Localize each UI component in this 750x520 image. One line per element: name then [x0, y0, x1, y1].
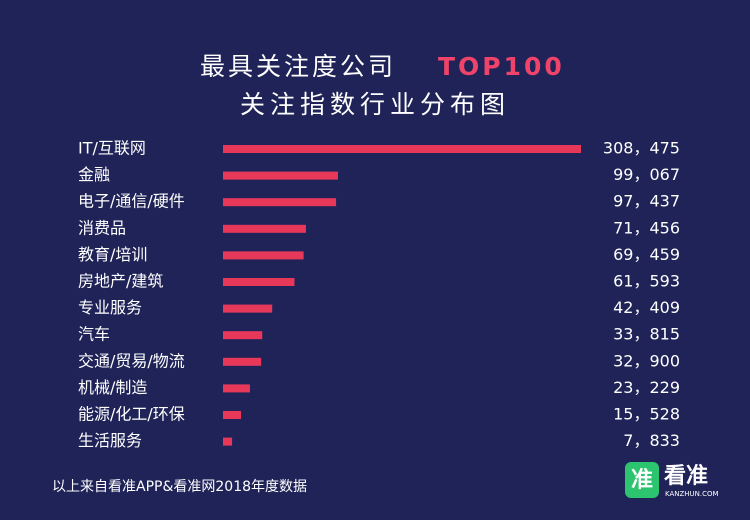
bar: [223, 437, 233, 446]
value-label: 33，815: [613, 325, 680, 344]
category-label: 交通/贸易/物流: [78, 351, 185, 370]
chart-subtitle: 关注指数行业分布图: [240, 90, 510, 119]
value-label: 97，437: [613, 192, 680, 211]
category-label: 金融: [78, 165, 110, 184]
bar: [223, 331, 263, 340]
category-label: 教育/培训: [78, 245, 147, 264]
category-label: 消费品: [78, 218, 126, 237]
logo-name: 看准: [664, 464, 708, 489]
logo-site: KANZHUN.COM: [665, 490, 719, 498]
bar: [223, 251, 304, 260]
category-label: 电子/通信/硬件: [78, 192, 185, 211]
value-label: 32，900: [613, 351, 680, 370]
category-label: IT/互联网: [78, 139, 146, 158]
category-label: 专业服务: [78, 298, 142, 317]
value-label: 15，528: [613, 405, 680, 424]
bar: [223, 198, 337, 207]
bar: [223, 145, 581, 153]
value-label: 61，593: [613, 272, 680, 291]
bar: [223, 278, 295, 286]
category-label: 能源/化工/环保: [78, 405, 185, 424]
category-label: 生活服务: [78, 431, 142, 450]
value-label: 42，409: [613, 298, 680, 317]
value-label: 308，475: [603, 139, 680, 158]
source-note: 以上来自看准APP&看准网2018年度数据: [52, 479, 307, 495]
value-label: 23，229: [613, 378, 680, 397]
bar: [223, 357, 262, 366]
chart-title-highlight: TOP100: [438, 52, 565, 81]
chart-title: 最具关注度公司: [200, 52, 396, 81]
logo-icon-bg: [625, 462, 659, 498]
bar: [223, 304, 273, 313]
value-label: 71，456: [613, 218, 680, 237]
category-label: 汽车: [78, 325, 110, 344]
bar: [223, 384, 250, 393]
value-label: 7，833: [623, 431, 680, 450]
bar: [223, 411, 242, 419]
value-label: 99，067: [613, 165, 680, 184]
value-label: 69，459: [613, 245, 680, 264]
category-label: 机械/制造: [78, 378, 147, 397]
category-label: 房地产/建筑: [78, 272, 163, 291]
logo-icon: 准: [631, 468, 653, 493]
bar: [223, 224, 306, 233]
bar: [223, 171, 338, 180]
